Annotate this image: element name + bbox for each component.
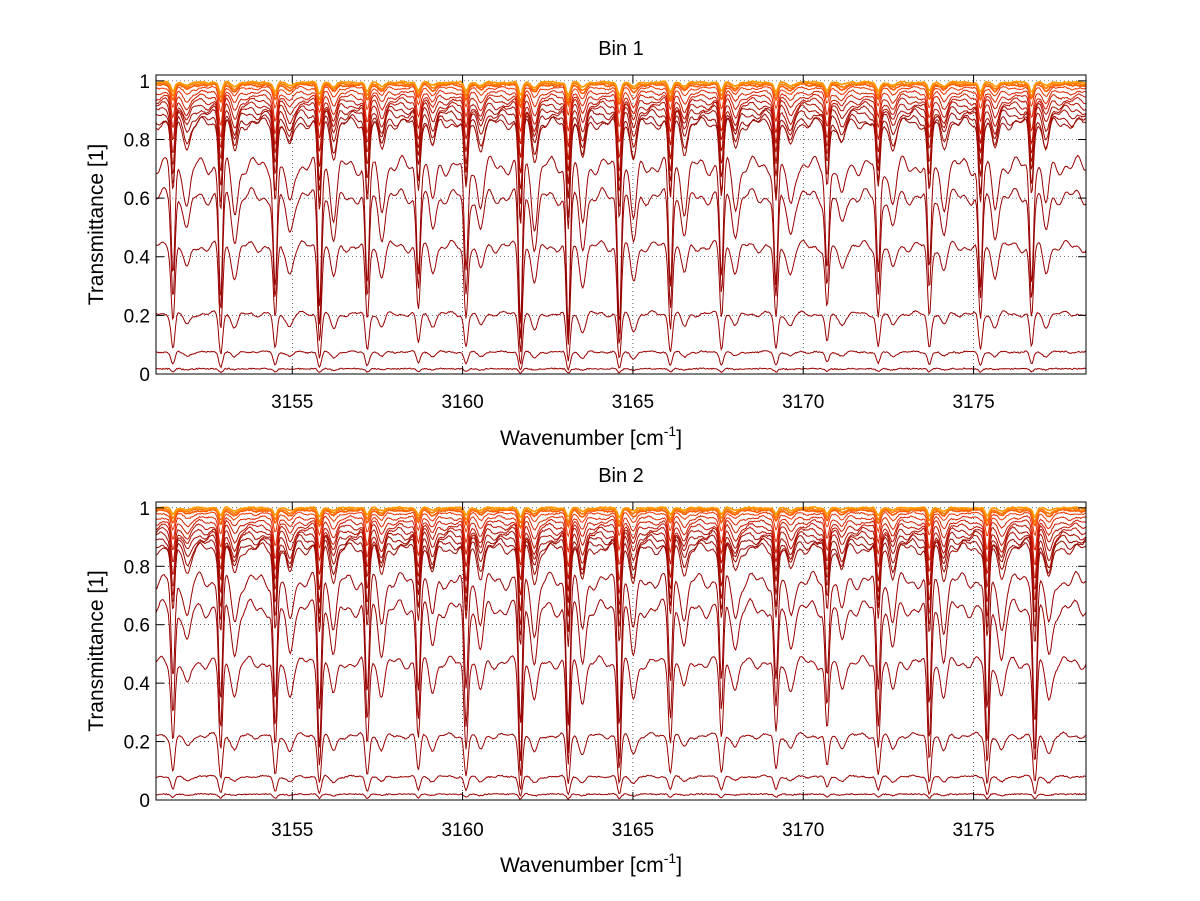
series-line xyxy=(156,508,1086,530)
y-tick-label: 0.8 xyxy=(124,130,150,151)
series-line xyxy=(156,113,1086,219)
x-axis-label: Wavenumber [cm-1] xyxy=(500,850,682,877)
series-line xyxy=(156,774,1086,797)
x-tick-label: 3160 xyxy=(441,392,483,413)
series-line xyxy=(156,526,1086,596)
y-tick-label: 0.8 xyxy=(124,557,150,578)
x-tick-label: 3165 xyxy=(612,820,654,841)
y-tick-label: 0.6 xyxy=(124,616,150,637)
axes-frame xyxy=(155,501,1087,801)
series-line xyxy=(156,522,1086,582)
series-line xyxy=(156,309,1086,365)
series-line xyxy=(156,731,1086,790)
series-line xyxy=(156,367,1086,374)
chart-title: Bin 2 xyxy=(598,465,644,487)
series-line xyxy=(156,96,1086,160)
x-tick-label: 3170 xyxy=(782,820,824,841)
series-group xyxy=(156,505,1086,800)
y-tick-label: 1 xyxy=(139,72,150,93)
x-tick-label: 3175 xyxy=(952,392,994,413)
x-tick-label: 3165 xyxy=(612,392,654,413)
y-axis-label: Transmittance [1] xyxy=(85,570,108,731)
series-line xyxy=(156,154,1086,332)
series-line xyxy=(156,514,1086,554)
series-line xyxy=(156,792,1086,800)
y-tick-label: 0 xyxy=(139,365,150,386)
y-tick-label: 0.4 xyxy=(124,674,151,695)
y-tick-label: 0.4 xyxy=(124,248,151,269)
x-tick-label: 3160 xyxy=(441,820,483,841)
x-tick-label: 3155 xyxy=(271,820,313,841)
series-line xyxy=(156,507,1086,525)
x-tick-label: 3170 xyxy=(782,392,824,413)
series-line xyxy=(156,654,1086,776)
y-tick-label: 0 xyxy=(139,791,150,812)
series-line xyxy=(156,597,1086,761)
x-tick-label: 3175 xyxy=(952,820,994,841)
series-group xyxy=(156,79,1086,374)
series-line xyxy=(156,239,1086,353)
x-axis-label: Wavenumber [cm-1] xyxy=(500,423,682,450)
series-line xyxy=(156,505,1086,519)
y-tick-label: 1 xyxy=(139,499,150,520)
series-line xyxy=(156,85,1086,119)
series-line xyxy=(156,89,1086,133)
series-line xyxy=(156,511,1086,540)
y-axis-label: Transmittance [1] xyxy=(85,144,108,305)
chart-title: Bin 1 xyxy=(598,38,644,60)
series-line xyxy=(156,93,1086,148)
x-tick-label: 3155 xyxy=(271,392,313,413)
series-line xyxy=(156,79,1086,98)
chart-panel-2: 3155 3160 3165 3170 3175 0 0.2 0.4 0.6 0.8 1 Bin 2 W… xyxy=(85,465,1087,877)
axes-frame xyxy=(155,74,1087,375)
y-tick-label: 0.2 xyxy=(124,733,150,754)
y-tick-label: 0.6 xyxy=(124,189,150,210)
series-line xyxy=(156,81,1086,104)
y-tick-label: 0.2 xyxy=(124,306,150,327)
series-line xyxy=(156,349,1086,372)
chart-panel-1: 3155 3160 3165 3170 3175 0 0.2 0.4 0.6 0.8 1 Bin 1 W… xyxy=(85,38,1087,450)
series-line xyxy=(156,100,1086,174)
series-line xyxy=(156,570,1086,726)
series-line xyxy=(156,518,1086,567)
